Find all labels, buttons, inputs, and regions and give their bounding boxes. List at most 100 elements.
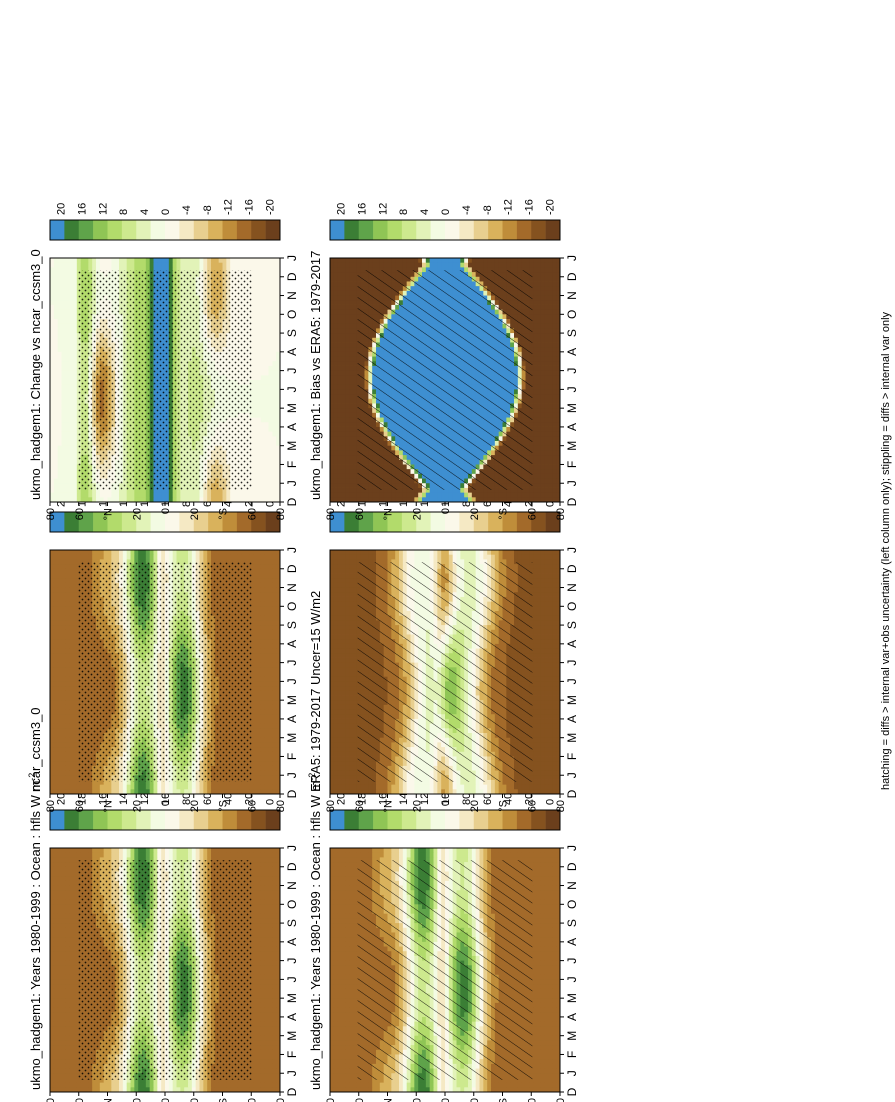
heatmap-cell — [53, 1021, 59, 1027]
heatmap-cell — [260, 1082, 266, 1088]
heatmap-cell — [349, 941, 354, 947]
heatmap-cell — [61, 974, 66, 980]
x-tick-label: D — [565, 862, 579, 871]
heatmap-cell — [552, 955, 557, 961]
heatmap-cell — [341, 889, 346, 895]
heatmap-cell — [50, 955, 55, 961]
heatmap-cell — [533, 1035, 538, 1041]
heatmap-cell — [264, 1021, 269, 1027]
heatmap-cell — [268, 993, 273, 999]
heatmap-cell — [337, 885, 342, 891]
heatmap-cell — [537, 922, 542, 928]
heatmap-cell — [268, 997, 273, 1003]
heatmap-cell — [487, 1082, 492, 1088]
heatmap-cell — [61, 1063, 66, 1069]
heatmap-cell — [330, 1016, 335, 1022]
heatmap-cell — [533, 1063, 538, 1069]
heatmap-cell — [337, 875, 342, 881]
heatmap-cell — [222, 1086, 227, 1092]
heatmap-cell — [556, 1044, 561, 1050]
heatmap-cell — [57, 1054, 62, 1060]
heatmap-cell — [533, 917, 538, 924]
heatmap-cell — [341, 899, 346, 905]
heatmap-cell — [379, 1086, 385, 1092]
heatmap-cell — [441, 1086, 446, 1092]
heatmap-cell — [330, 1021, 335, 1027]
heatmap-cell — [353, 1016, 358, 1022]
heatmap-cell — [337, 1025, 342, 1031]
heatmap-cell — [253, 1011, 258, 1017]
heatmap-cell — [345, 1021, 350, 1027]
heatmap-cell — [353, 866, 358, 872]
heatmap-cell — [552, 861, 557, 867]
heatmap-cell — [157, 1082, 162, 1088]
heatmap-cell — [353, 1007, 358, 1013]
heatmap-cell — [341, 1058, 346, 1064]
heatmap-cell — [349, 1082, 354, 1088]
heatmap-cell — [264, 1063, 269, 1069]
heatmap-cell — [349, 866, 354, 872]
heatmap-cell — [57, 1049, 62, 1055]
heatmap-cell — [494, 852, 500, 858]
heatmap-cell — [57, 1025, 62, 1031]
heatmap-cell — [552, 1077, 557, 1083]
heatmap-cell — [76, 1082, 82, 1088]
heatmap-cell — [80, 1082, 85, 1088]
heatmap-cell — [349, 922, 354, 928]
heatmap-cell — [452, 852, 457, 858]
heatmap-cell — [333, 997, 339, 1003]
heatmap-cell — [260, 1039, 266, 1046]
heatmap-cell — [376, 1082, 381, 1088]
heatmap-cell — [333, 875, 339, 881]
heatmap-cell — [330, 932, 335, 938]
heatmap-cell — [330, 1072, 335, 1078]
heatmap-cell — [540, 1054, 546, 1060]
heatmap-cell — [345, 903, 350, 909]
heatmap-cell — [268, 960, 273, 966]
heatmap-cell — [57, 964, 62, 970]
heatmap-cell — [268, 964, 273, 970]
heatmap-cell — [422, 1082, 427, 1088]
heatmap-cell — [330, 964, 335, 970]
heatmap-cell — [544, 1082, 549, 1088]
heatmap-cell — [337, 1039, 342, 1046]
heatmap-cell — [69, 1049, 74, 1055]
colorbar-swatch — [401, 810, 417, 830]
heatmap-cell — [533, 1049, 538, 1055]
heatmap-cell — [272, 1049, 277, 1055]
heatmap-cell — [540, 1021, 546, 1027]
heatmap-cell — [456, 1086, 461, 1092]
heatmap-cell — [353, 899, 358, 905]
heatmap-cell — [253, 1035, 258, 1041]
heatmap-cell — [353, 1077, 358, 1083]
heatmap-cell — [50, 964, 55, 970]
heatmap-cell — [540, 889, 546, 895]
colorbar-swatch — [416, 810, 431, 830]
heatmap-cell — [257, 1011, 262, 1017]
heatmap-cell — [65, 997, 70, 1003]
heatmap-cell — [53, 988, 59, 994]
heatmap-cell — [540, 983, 546, 989]
heatmap-cell — [356, 852, 362, 858]
heatmap-cell — [330, 993, 335, 999]
heatmap-cell — [333, 1058, 339, 1064]
heatmap-cell — [349, 1068, 354, 1074]
heatmap-cell — [487, 1086, 492, 1092]
heatmap-cell — [556, 993, 561, 999]
heatmap-cell — [333, 1063, 339, 1069]
heatmap-cell — [544, 1002, 549, 1008]
heatmap-cell — [540, 997, 546, 1003]
heatmap-cell — [383, 1086, 388, 1092]
heatmap-cell — [330, 983, 335, 989]
heatmap-cell — [272, 1068, 277, 1074]
heatmap-cell — [330, 1054, 335, 1060]
heatmap-cell — [341, 1086, 346, 1092]
heatmap-cell — [65, 1007, 70, 1013]
heatmap-cell — [149, 1086, 154, 1092]
heatmap-cell — [203, 1082, 208, 1088]
heatmap-cell — [88, 1082, 93, 1088]
heatmap-cell — [73, 1082, 78, 1088]
heatmap-cell — [272, 983, 277, 989]
heatmap-cell — [272, 964, 277, 970]
